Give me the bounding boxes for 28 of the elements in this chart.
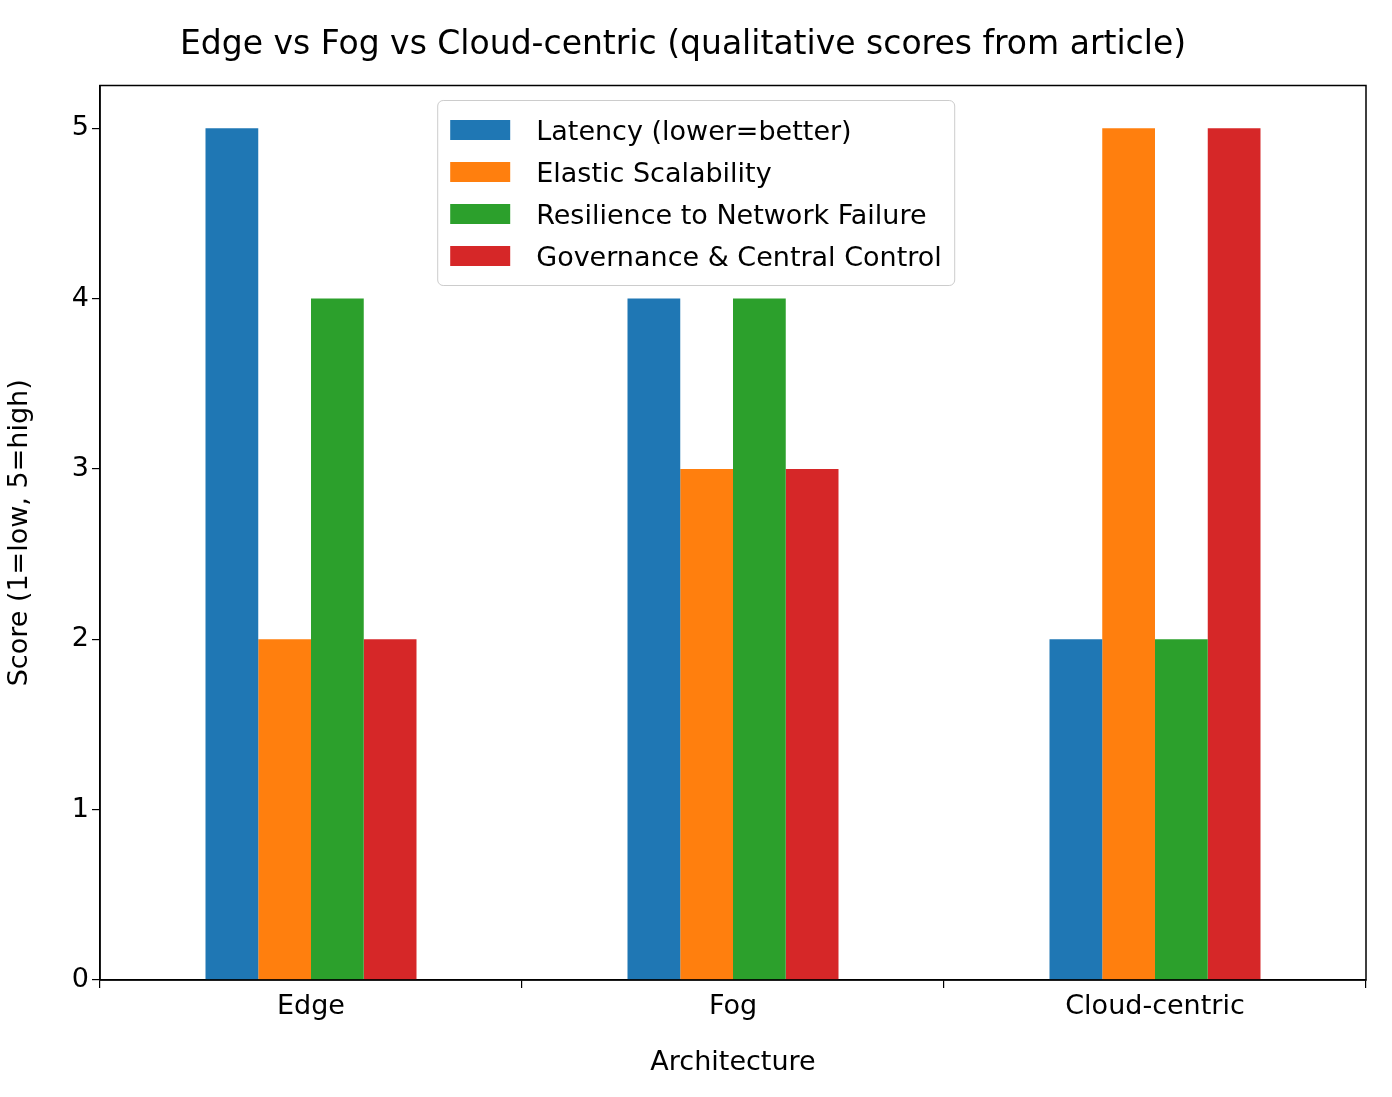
y-tick-label: 1 <box>71 791 89 823</box>
y-tick-label: 2 <box>71 621 89 653</box>
bar <box>1102 128 1155 980</box>
bar <box>205 128 259 980</box>
x-axis-title: Architecture <box>650 1044 816 1076</box>
y-tick-label: 4 <box>71 280 89 312</box>
bar <box>627 298 681 980</box>
legend-label: Resilience to Network Failure <box>536 198 927 230</box>
bar <box>1049 639 1103 980</box>
legend-label: Governance & Central Control <box>536 240 942 272</box>
chart-title: Edge vs Fog vs Cloud-centric (qualitative scores from article) <box>179 23 1187 63</box>
bar <box>363 639 417 980</box>
bar <box>311 298 364 980</box>
y-tick-label: 5 <box>71 110 89 142</box>
bar <box>1155 639 1208 980</box>
x-tick-label: Fog <box>708 989 758 1021</box>
bar <box>258 639 311 980</box>
y-tick-label: 3 <box>71 450 89 482</box>
x-tick-label: Cloud-centric <box>1065 989 1245 1021</box>
y-axis-title: Score (1=low, 5=high) <box>2 379 34 687</box>
y-tick-label: 0 <box>71 962 89 994</box>
bar <box>1207 128 1261 980</box>
bar <box>785 468 839 980</box>
legend-label: Latency (lower=better) <box>536 114 852 146</box>
bar <box>733 298 786 980</box>
bar <box>680 468 733 980</box>
legend-label: Elastic Scalability <box>536 156 772 188</box>
x-tick-label: Edge <box>277 989 345 1021</box>
